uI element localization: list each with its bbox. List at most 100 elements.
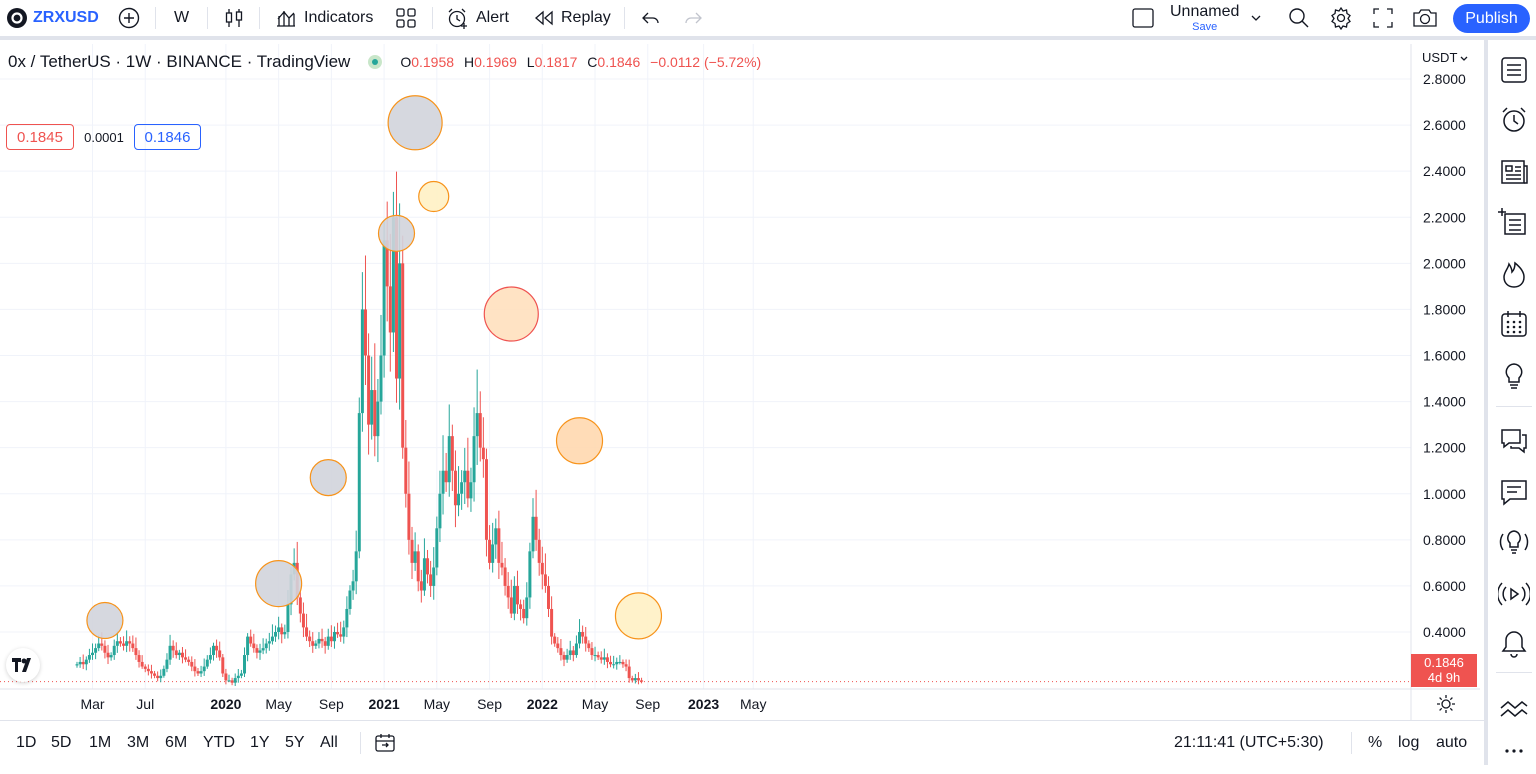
- candle-body: [249, 636, 253, 644]
- y-axis-tick-label: 0.4000: [1423, 624, 1466, 640]
- replay-button[interactable]: Replay: [533, 0, 611, 36]
- event-marker-circle[interactable]: [614, 592, 663, 640]
- timezone-clock[interactable]: 21:11:41 (UTC+5:30): [1174, 734, 1324, 751]
- range-button-6m[interactable]: 6M: [165, 734, 188, 751]
- tradingview-logo[interactable]: [6, 648, 40, 682]
- layout-selector[interactable]: Unnamed Save: [1131, 0, 1263, 36]
- alert-button[interactable]: Alert: [446, 0, 509, 36]
- candle-body: [177, 652, 181, 656]
- range-button-5d[interactable]: 5D: [51, 734, 72, 751]
- notifications-bell-icon[interactable]: [1498, 628, 1530, 660]
- top-toolbar: ZRXUSD W Indicators Alert Replay Unnamed…: [0, 0, 1536, 40]
- news-icon[interactable]: [1498, 156, 1530, 188]
- price-chart[interactable]: 2.8000 2.6000 2.4000 2.2000 2.0000 1.8000 1.60…: [0, 44, 1480, 720]
- candle-body: [509, 597, 513, 614]
- indicators-button[interactable]: Indicators: [274, 0, 373, 36]
- candle-body: [354, 551, 358, 582]
- templates-button[interactable]: [395, 0, 417, 36]
- candle-body: [609, 661, 613, 665]
- fullscreen-button[interactable]: [1372, 0, 1394, 36]
- candle-body: [75, 664, 79, 666]
- range-button-3m[interactable]: 3M: [127, 734, 150, 751]
- chart-area[interactable]: 2.8000 2.6000 2.4000 2.2000 2.0000 1.8000 1.60…: [0, 44, 1480, 720]
- candle-body: [103, 645, 107, 653]
- symbol-search[interactable]: ZRXUSD: [6, 0, 99, 36]
- save-label[interactable]: Save: [1192, 20, 1218, 33]
- range-button-5y[interactable]: 5Y: [285, 734, 305, 751]
- rewind-icon: [535, 10, 553, 26]
- candle-body: [534, 516, 538, 540]
- search-button[interactable]: [1287, 0, 1311, 36]
- ideas-lightbulb-icon[interactable]: [1498, 360, 1530, 392]
- chart-settings-button[interactable]: [1436, 694, 1456, 719]
- candle-body: [528, 551, 532, 598]
- broadcast-play-icon[interactable]: [1498, 578, 1530, 610]
- interval-button[interactable]: W: [174, 0, 189, 36]
- candle-body: [559, 648, 563, 656]
- more-grid-icon[interactable]: [1498, 742, 1530, 774]
- event-marker-circle[interactable]: [377, 214, 416, 252]
- candle-body: [547, 585, 551, 609]
- add-note-icon[interactable]: [1498, 206, 1530, 238]
- undo-button[interactable]: [640, 0, 662, 36]
- candle-body: [125, 641, 129, 646]
- event-marker-circle[interactable]: [418, 180, 450, 213]
- auto-scale-toggle[interactable]: auto: [1436, 734, 1468, 751]
- event-marker-circle[interactable]: [86, 601, 124, 640]
- redo-icon: [685, 12, 702, 24]
- redo-button[interactable]: [682, 0, 704, 36]
- candle-body: [475, 413, 479, 437]
- legend-title[interactable]: 0x / TetherUS · 1W · BINANCE · TradingVi…: [8, 52, 351, 71]
- candle-body: [100, 643, 104, 646]
- chats-icon[interactable]: [1498, 424, 1530, 456]
- range-button-1m[interactable]: 1M: [89, 734, 112, 751]
- range-button-ytd[interactable]: YTD: [203, 734, 235, 751]
- candle-body: [624, 664, 628, 667]
- event-marker-circle[interactable]: [255, 560, 303, 608]
- candle-body: [450, 436, 454, 471]
- candle-body: [500, 562, 504, 568]
- plus-circle-icon: [118, 7, 140, 29]
- candle-body: [590, 648, 594, 656]
- alerts-clock-icon[interactable]: [1498, 104, 1530, 136]
- x-axis-tick-label: 2021: [369, 696, 400, 712]
- indicators-label: Indicators: [304, 9, 374, 26]
- calendar-icon[interactable]: [1498, 308, 1530, 340]
- compare-symbol-button[interactable]: [118, 0, 140, 36]
- trading-panel-icon[interactable]: [1498, 694, 1530, 726]
- publish-button[interactable]: Publish: [1453, 4, 1530, 33]
- range-button-1y[interactable]: 1Y: [250, 734, 270, 751]
- candle-body: [444, 470, 448, 483]
- candle-body: [540, 562, 544, 575]
- range-button-1d[interactable]: 1D: [16, 734, 37, 751]
- event-marker-circle[interactable]: [555, 417, 604, 465]
- event-marker-circle[interactable]: [387, 95, 443, 151]
- percent-scale-toggle[interactable]: %: [1368, 734, 1383, 751]
- streams-lightbulb-icon[interactable]: [1498, 526, 1530, 558]
- candle-body: [360, 309, 364, 414]
- y-axis-tick-label: 0.6000: [1423, 578, 1466, 594]
- settings-button[interactable]: [1329, 0, 1353, 36]
- range-button-all[interactable]: All: [320, 734, 338, 751]
- bar-countdown: 4d 9h: [1427, 669, 1461, 685]
- low-label: L: [526, 54, 535, 70]
- watchlist-icon[interactable]: [1498, 54, 1530, 86]
- hotlist-flame-icon[interactable]: [1498, 258, 1530, 290]
- candle-body: [280, 627, 284, 635]
- chart-type-button[interactable]: [222, 0, 246, 36]
- go-to-date-button[interactable]: [374, 731, 396, 755]
- sell-price-box[interactable]: 0.1845: [6, 124, 74, 150]
- candle-body: [118, 641, 122, 644]
- comments-icon[interactable]: [1498, 476, 1530, 508]
- currency-selector[interactable]: USDT: [1422, 50, 1469, 65]
- event-marker-circle[interactable]: [309, 459, 347, 497]
- candle-body: [94, 648, 98, 653]
- candle-body: [519, 604, 523, 609]
- event-marker-circle[interactable]: [483, 286, 539, 342]
- candle-body: [612, 664, 616, 666]
- candle-body: [202, 666, 206, 672]
- log-scale-toggle[interactable]: log: [1398, 734, 1420, 751]
- buy-price-box[interactable]: 0.1846: [134, 124, 201, 150]
- snapshot-button[interactable]: [1412, 0, 1438, 36]
- candle-body: [460, 482, 464, 494]
